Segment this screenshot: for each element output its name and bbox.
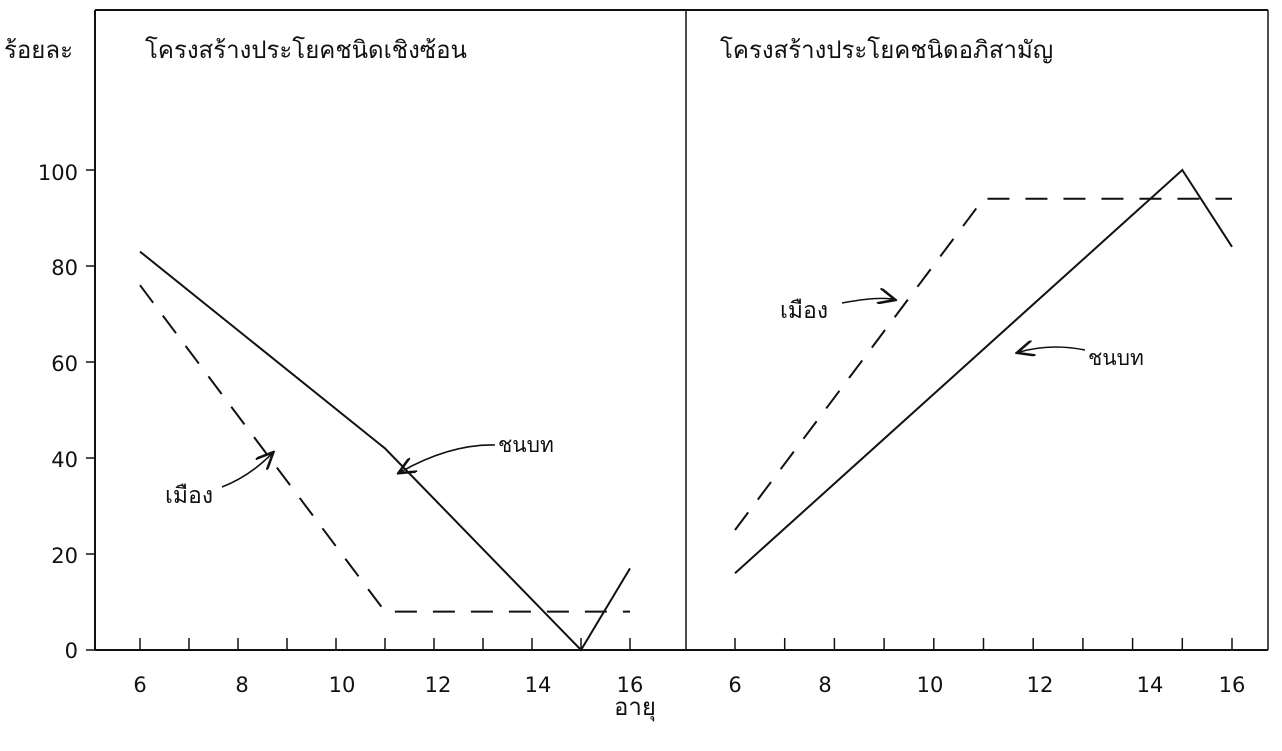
x-tick-label-right-16: 16: [1219, 673, 1246, 697]
annotation-urban-left: เมือง: [165, 483, 213, 509]
series-line-urban-right: [734, 197, 1232, 531]
x-tick-label-right-6: 6: [728, 673, 741, 697]
annotation-arrow-urban-right: [841, 298, 894, 303]
series-line-rural-right: [734, 168, 1233, 574]
annotation-arrow-rural-right: [1018, 347, 1086, 352]
x-tick-label-left-14: 14: [525, 673, 552, 697]
series-line-urban-left: [139, 284, 630, 613]
x-tick-label-left-16: 16: [617, 673, 644, 697]
annotation-arrow-urban-left: [221, 453, 272, 488]
x-tick-label-left-12: 12: [425, 673, 452, 697]
y-tick-label-60: 60: [51, 352, 78, 376]
x-tick-label-right-12: 12: [1027, 673, 1054, 697]
x-tick-label-right-10: 10: [917, 673, 944, 697]
panel-title-right: โครงสร้างประโยคชนิดอภิสามัญ: [720, 36, 1053, 64]
x-tick-label-left-6: 6: [133, 673, 146, 697]
series-line-rural-left: [139, 250, 631, 652]
x-tick-label-right-14: 14: [1137, 673, 1164, 697]
y-tick-label-40: 40: [51, 448, 78, 472]
x-tick-label-right-8: 8: [818, 673, 831, 697]
y-axis-label: ร้อยละ: [4, 36, 73, 64]
y-tick-label-0: 0: [65, 639, 78, 663]
chart-marks: [86, 168, 1233, 652]
y-tick-label-20: 20: [51, 544, 78, 568]
x-tick-label-left-10: 10: [329, 673, 356, 697]
annotation-urban-right: เมือง: [780, 298, 828, 324]
annotation-arrow-rural-left: [400, 444, 496, 472]
x-tick-label-left-8: 8: [235, 673, 248, 697]
y-tick-label-100: 100: [38, 161, 78, 185]
x-axis-label: อายุ: [614, 693, 656, 722]
y-tick-label-80: 80: [51, 256, 78, 280]
annotation-rural-left: ชนบท: [498, 433, 554, 457]
panel-title-left: โครงสร้างประโยคชนิดเชิงซ้อน: [145, 36, 467, 64]
annotation-rural-right: ชนบท: [1088, 346, 1144, 370]
